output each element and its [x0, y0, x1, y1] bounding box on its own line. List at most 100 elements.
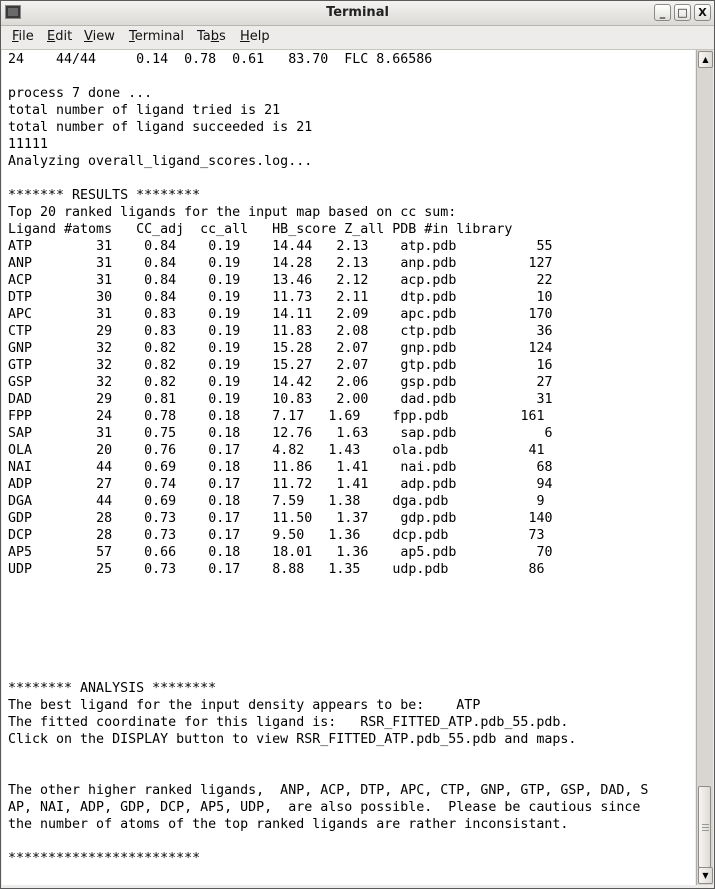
menu-help[interactable]: Help [240, 29, 270, 44]
scrollbar-thumb[interactable] [698, 786, 711, 868]
cell-z-all: 2.00 [336, 392, 369, 407]
cell-hb-score: 4.82 [272, 443, 305, 458]
cell-cc-all: 0.18 [208, 426, 241, 441]
cell-pdb: dad.pdb [400, 392, 457, 407]
cell-pdb: acp.pdb [400, 273, 457, 288]
terminal-line [8, 765, 648, 782]
cell-cc-adj: 0.84 [144, 239, 177, 254]
cell-ligand: GNP [8, 341, 33, 356]
cell-cc-all: 0.19 [208, 341, 241, 356]
terminal-line: Top 20 ranked ligands for the input map … [8, 205, 457, 220]
minimize-icon: _ [659, 6, 666, 19]
cell-library-index: 86 [528, 562, 545, 577]
cell-hb-score: 7.17 [272, 409, 305, 424]
terminal-line [8, 629, 648, 646]
menu-mnemonic: T [129, 29, 135, 44]
terminal-line: Ligand #atoms CC_adj cc_all HB_score Z_a… [8, 222, 513, 237]
table-row: GSP 32 0.82 0.19 14.42 2.06 gsp.pdb 27 [8, 374, 648, 391]
terminal-line [8, 748, 648, 765]
cell-library-index: 70 [536, 545, 553, 560]
cell-atoms: 44 [96, 494, 113, 509]
terminal-line [8, 646, 648, 663]
terminal-line: process 7 done ... [8, 86, 153, 101]
scroll-up-button[interactable]: ▲ [698, 51, 713, 68]
cell-cc-all: 0.19 [208, 358, 241, 373]
cell-library-index: 16 [536, 358, 553, 373]
cell-atoms: 44 [96, 460, 113, 475]
cell-cc-all: 0.19 [208, 273, 241, 288]
menu-edit[interactable]: Edit [47, 29, 72, 44]
maximize-button[interactable]: □ [674, 4, 691, 21]
cell-library-index: 36 [536, 324, 553, 339]
cell-hb-score: 11.73 [272, 290, 313, 305]
menu-file[interactable]: File [12, 29, 34, 44]
terminal-line: ******** ANALYSIS ******** [8, 681, 217, 696]
cell-cc-adj: 0.69 [144, 460, 177, 475]
cell-atoms: 30 [96, 290, 113, 305]
cell-hb-score: 11.50 [272, 511, 313, 526]
cell-ligand: CTP [8, 324, 33, 339]
cell-pdb: dga.pdb [392, 494, 449, 509]
cell-hb-score: 18.01 [272, 545, 313, 560]
menu-mnemonic: F [12, 29, 19, 44]
cell-ligand: OLA [8, 443, 33, 458]
cell-ligand: DAD [8, 392, 33, 407]
table-row: OLA 20 0.76 0.17 4.82 1.43 ola.pdb 41 [8, 442, 648, 459]
table-row: NAI 44 0.69 0.18 11.86 1.41 nai.pdb 68 [8, 459, 648, 476]
cell-z-all: 2.12 [336, 273, 369, 288]
terminal-line: The fitted coordinate for this ligand is… [8, 715, 569, 730]
cell-cc-all: 0.19 [208, 256, 241, 271]
window-title: Terminal [326, 5, 389, 20]
minimize-button[interactable]: _ [654, 4, 671, 21]
terminal-line: Click on the DISPLAY button to view RSR_… [8, 732, 577, 747]
cell-ligand: ANP [8, 256, 33, 271]
cell-ligand: ATP [8, 239, 33, 254]
table-row: DTP 30 0.84 0.19 11.73 2.11 dtp.pdb 10 [8, 289, 648, 306]
cell-pdb: dtp.pdb [400, 290, 457, 305]
cell-hb-score: 11.72 [272, 477, 313, 492]
menu-view[interactable]: View [84, 29, 115, 44]
cell-pdb: ola.pdb [392, 443, 449, 458]
cell-z-all: 2.09 [336, 307, 369, 322]
cell-atoms: 27 [96, 477, 113, 492]
cell-cc-adj: 0.84 [144, 256, 177, 271]
cell-hb-score: 12.76 [272, 426, 313, 441]
terminal-line [8, 612, 648, 629]
cell-z-all: 1.38 [328, 494, 361, 509]
cell-library-index: 124 [528, 341, 553, 356]
cell-cc-adj: 0.73 [144, 528, 177, 543]
title-bar[interactable]: Terminal _ □ X [1, 1, 714, 26]
cell-cc-all: 0.19 [208, 375, 241, 390]
vertical-scrollbar[interactable]: ▲ ▼ [696, 50, 713, 885]
cell-pdb: apc.pdb [400, 307, 457, 322]
cell-cc-all: 0.17 [208, 528, 241, 543]
cell-ligand: APC [8, 307, 33, 322]
menu-tabs[interactable]: Tabs [197, 29, 226, 44]
terminal-output[interactable]: 24 44/44 0.14 0.78 0.61 83.70 FLC 8.6658… [2, 50, 695, 885]
terminal-icon[interactable] [5, 5, 21, 19]
cell-cc-adj: 0.75 [144, 426, 177, 441]
cell-library-index: 6 [544, 426, 553, 441]
grip-line [702, 827, 709, 828]
close-button[interactable]: X [694, 4, 711, 21]
arrow-up-icon: ▲ [702, 55, 709, 64]
grip-line [702, 830, 709, 831]
cell-atoms: 31 [96, 239, 113, 254]
cell-ligand: GDP [8, 511, 33, 526]
cell-library-index: 73 [528, 528, 545, 543]
scroll-down-button[interactable]: ▼ [698, 867, 713, 884]
cell-ligand: SAP [8, 426, 33, 441]
menu-terminal[interactable]: Terminal [129, 29, 184, 44]
cell-atoms: 31 [96, 307, 113, 322]
cell-pdb: ap5.pdb [400, 545, 457, 560]
menu-label: iew [92, 29, 115, 44]
menu-mnemonic: b [210, 29, 220, 44]
cell-cc-all: 0.17 [208, 477, 241, 492]
cell-ligand: FPP [8, 409, 33, 424]
cell-pdb: sap.pdb [400, 426, 457, 441]
cell-library-index: 22 [536, 273, 553, 288]
cell-atoms: 25 [96, 562, 113, 577]
menu-label: dit [55, 29, 73, 44]
cell-library-index: 10 [536, 290, 553, 305]
